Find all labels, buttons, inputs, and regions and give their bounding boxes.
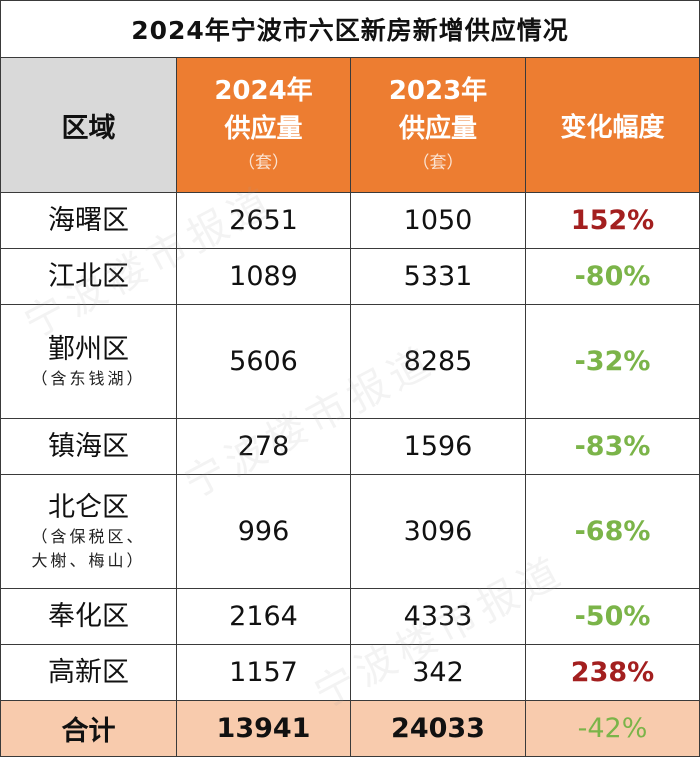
total-2023: 24033 bbox=[350, 700, 526, 757]
header-2023-unit: （套） bbox=[412, 153, 464, 173]
supply-2024: 2164 bbox=[176, 588, 351, 645]
change-value: -83% bbox=[524, 418, 700, 475]
change-value: -50% bbox=[524, 588, 700, 645]
supply-2024: 278 bbox=[176, 418, 351, 475]
region-note: （含保税区、 bbox=[31, 526, 146, 546]
supply-2023: 8285 bbox=[350, 304, 526, 419]
supply-2024: 2651 bbox=[176, 192, 351, 249]
table-row: 奉化区 2164 4333 -50% bbox=[0, 588, 700, 645]
change-value: 238% bbox=[524, 644, 700, 701]
region-cell: 江北区 bbox=[0, 248, 177, 305]
header-change-label: 变化幅度 bbox=[560, 112, 665, 143]
supply-2023: 342 bbox=[350, 644, 526, 701]
change-value: -80% bbox=[524, 248, 700, 305]
total-2024: 13941 bbox=[176, 700, 351, 757]
total-change: -42% bbox=[524, 700, 700, 757]
supply-2024: 1157 bbox=[176, 644, 351, 701]
total-row: 合计 13941 24033 -42% bbox=[0, 700, 700, 757]
table-row: 海曙区 2651 1050 152% bbox=[0, 192, 700, 249]
supply-2023: 1596 bbox=[350, 418, 526, 475]
header-2024: 2024年 供应量 （套） bbox=[176, 57, 351, 193]
header-2024-unit: （套） bbox=[238, 153, 289, 173]
total-label: 合计 bbox=[0, 700, 177, 757]
region-note: （含东钱湖） bbox=[31, 368, 146, 388]
supply-2023: 1050 bbox=[350, 192, 526, 249]
header-2023: 2023年 供应量 （套） bbox=[350, 57, 526, 193]
change-value: -32% bbox=[524, 304, 700, 419]
supply-2024: 996 bbox=[176, 474, 351, 589]
region-name: 奉化区 bbox=[48, 600, 129, 632]
header-change: 变化幅度 bbox=[524, 57, 700, 193]
header-2023-label: 供应量 bbox=[398, 114, 477, 144]
region-cell: 鄞州区 （含东钱湖） bbox=[0, 304, 177, 419]
region-note-2: 大榭、梅山） bbox=[31, 550, 146, 570]
region-name: 北仑区 bbox=[48, 491, 129, 523]
supply-2023: 5331 bbox=[350, 248, 526, 305]
header-row: 区域 2024年 供应量 （套） 2023年 供应量 （套） 变化幅度 bbox=[0, 57, 700, 193]
table-row: 江北区 1089 5331 -80% bbox=[0, 248, 700, 305]
header-region: 区域 bbox=[0, 57, 177, 193]
header-2024-label: 供应量 bbox=[224, 114, 303, 144]
table-row: 高新区 1157 342 238% bbox=[0, 644, 700, 701]
table-title: 2024年宁波市六区新房新增供应情况 bbox=[0, 0, 700, 58]
change-value: -68% bbox=[524, 474, 700, 589]
supply-2023: 4333 bbox=[350, 588, 526, 645]
table-row: 北仑区 （含保税区、 大榭、梅山） 996 3096 -68% bbox=[0, 474, 700, 589]
region-name: 江北区 bbox=[48, 260, 129, 292]
region-cell: 高新区 bbox=[0, 644, 177, 701]
header-2023-year: 2023年 bbox=[388, 76, 488, 106]
region-cell: 镇海区 bbox=[0, 418, 177, 475]
header-2024-year: 2024年 bbox=[214, 76, 313, 106]
table-row: 镇海区 278 1596 -83% bbox=[0, 418, 700, 475]
region-cell: 海曙区 bbox=[0, 192, 177, 249]
supply-2024: 1089 bbox=[176, 248, 351, 305]
region-name: 镇海区 bbox=[48, 430, 129, 462]
region-name: 高新区 bbox=[48, 656, 129, 688]
region-cell: 奉化区 bbox=[0, 588, 177, 645]
change-value: 152% bbox=[524, 192, 700, 249]
region-name: 海曙区 bbox=[48, 204, 129, 236]
table-row: 鄞州区 （含东钱湖） 5606 8285 -32% bbox=[0, 304, 700, 419]
region-name: 鄞州区 bbox=[48, 333, 129, 365]
supply-2023: 3096 bbox=[350, 474, 526, 589]
region-cell: 北仑区 （含保税区、 大榭、梅山） bbox=[0, 474, 177, 589]
supply-2024: 5606 bbox=[176, 304, 351, 419]
